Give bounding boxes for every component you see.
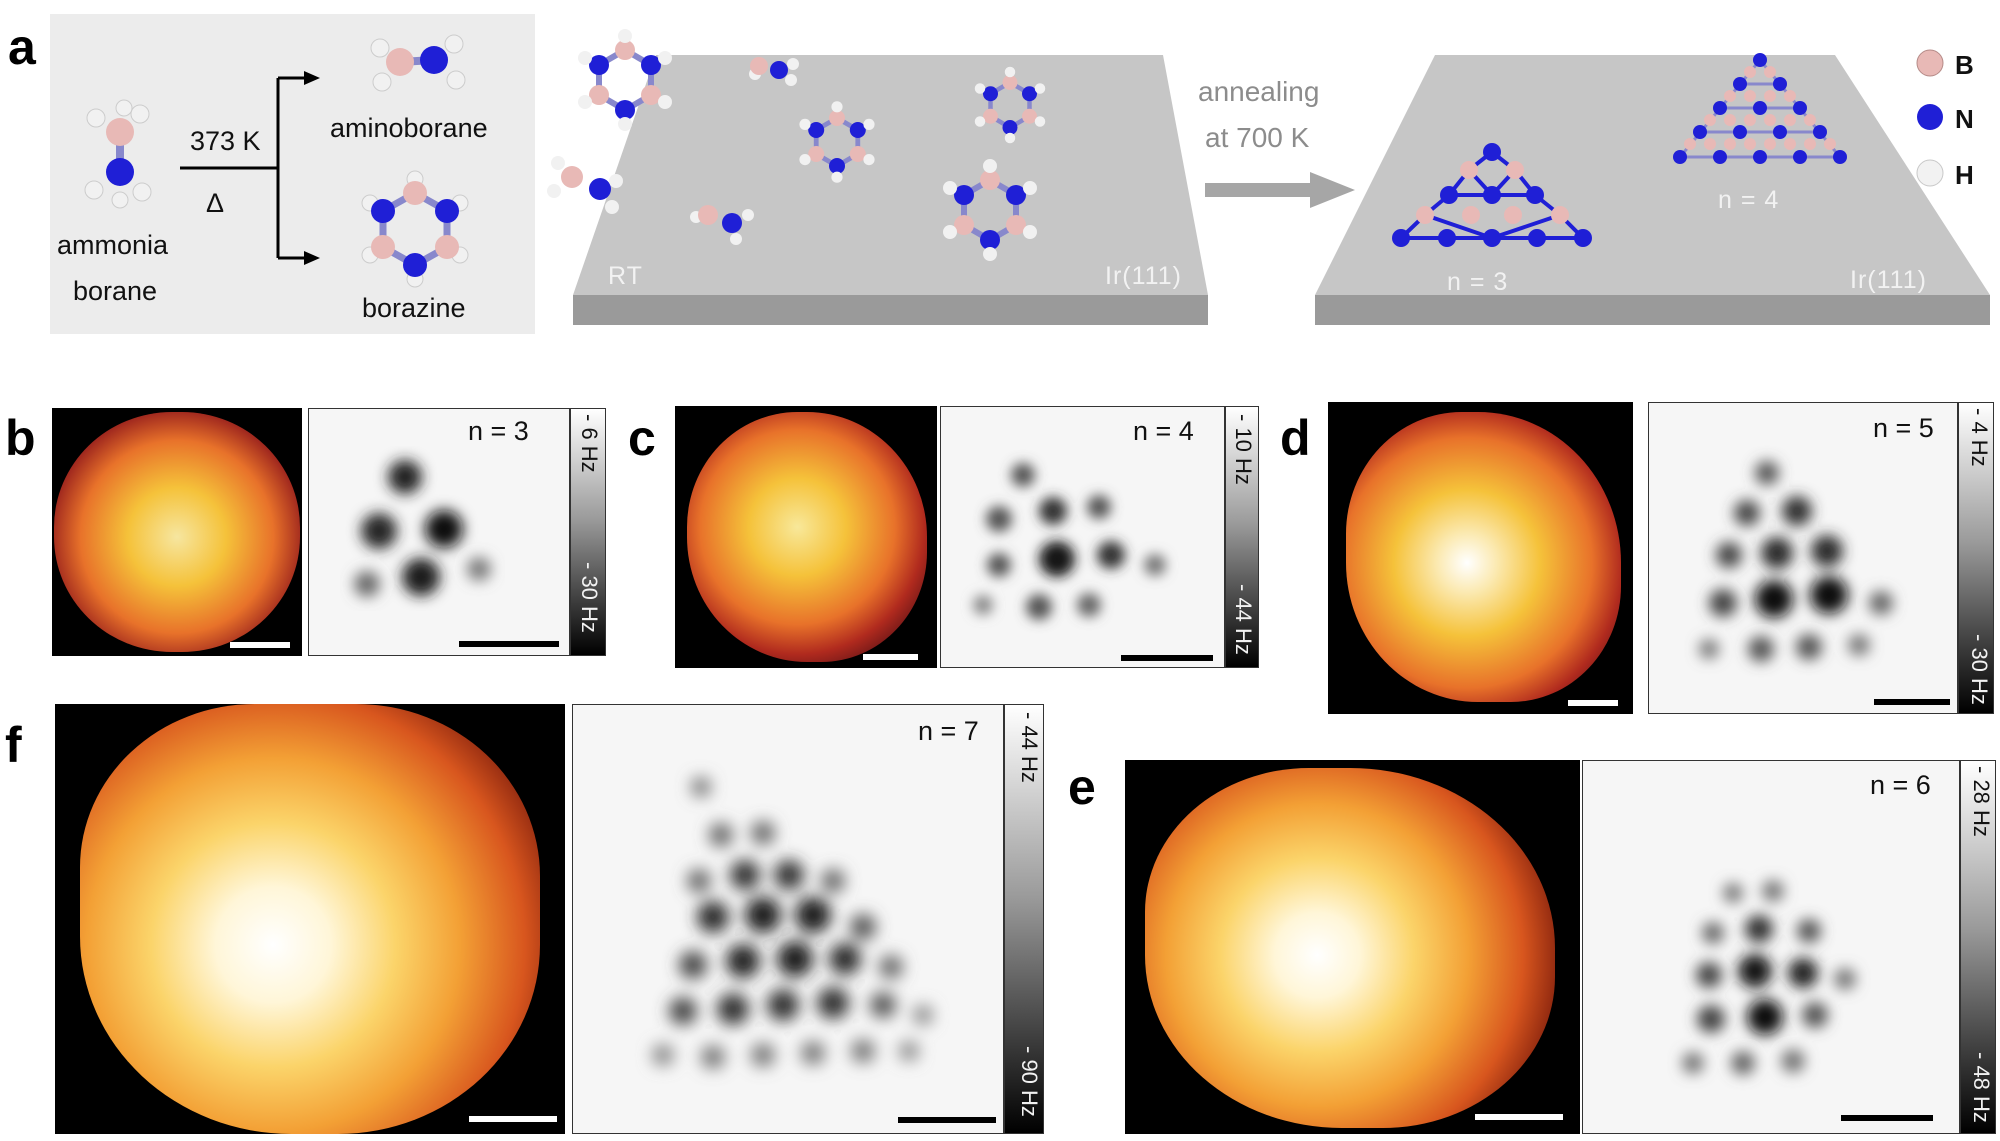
heat-symbol: Δ (206, 188, 225, 218)
panel-f-afm-image (572, 704, 1004, 1134)
panel-b-afm-image (308, 408, 570, 656)
panel-b-colorbar-top: - 6 Hz (577, 414, 602, 473)
aminoborane-molecule (370, 34, 466, 92)
panel-e-colorbar (1960, 760, 1996, 1134)
panel-c-colorbar-bottom: - 44 Hz (1231, 584, 1256, 655)
panel-label-f: f (5, 717, 22, 773)
reaction-arrow (180, 71, 320, 265)
product-top-name: aminoborane (330, 113, 488, 143)
panel-b-colorbar-bottom: - 30 Hz (577, 562, 602, 633)
slab-right-substrate-label: Ir(111) (1850, 266, 1927, 294)
product-bottom-name: borazine (362, 293, 466, 323)
panel-f-n-label: n = 7 (918, 716, 979, 746)
panel-label-e: e (1068, 759, 1096, 815)
ammonia-borane-molecule (84, 99, 152, 209)
cluster-n4-label: n = 4 (1718, 186, 1780, 214)
panel-e-stm-image (1125, 760, 1580, 1134)
panel-e-afm-image (1582, 760, 1960, 1134)
legend-atom-n-icon (1917, 104, 1943, 130)
panel-f-colorbar-bottom: - 90 Hz (1017, 1046, 1042, 1117)
legend-atom-b-icon (1916, 49, 1944, 77)
panel-d-n-label: n = 5 (1873, 413, 1934, 443)
panel-f-colorbar-top: - 44 Hz (1017, 712, 1042, 783)
slab-left-corner-label: RT (608, 262, 643, 290)
panel-e-n-label: n = 6 (1870, 770, 1931, 800)
reaction-temperature: 373 K (190, 126, 261, 156)
panel-d-stm-image (1328, 402, 1633, 714)
panel-e-colorbar-top: - 28 Hz (1969, 766, 1994, 837)
borazine-molecule (361, 170, 469, 288)
reactant-name-line1: ammonia (57, 230, 169, 260)
bn-cluster-n4 (1673, 53, 1847, 164)
panel-c-afm-image (940, 406, 1225, 668)
panel-label-c: c (628, 410, 656, 466)
panel-c-colorbar-top: - 10 Hz (1231, 414, 1256, 485)
slab-left-substrate-label: Ir(111) (1105, 262, 1182, 290)
adsorbed-molecules (547, 29, 1046, 261)
legend-atom-h-label: H (1955, 160, 1974, 190)
annealing-label-line1: annealing (1198, 76, 1320, 107)
annealing-label-line2: at 700 K (1205, 122, 1310, 153)
legend-atom-n-label: N (1955, 104, 1974, 134)
panel-d-colorbar-bottom: - 30 Hz (1967, 634, 1992, 705)
panel-b-colorbar (570, 408, 606, 656)
annealing-arrow (1205, 172, 1355, 208)
panel-d-colorbar (1958, 402, 1994, 714)
panel-c-stm-image (675, 406, 937, 668)
panel-c-n-label: n = 4 (1133, 416, 1194, 446)
panel-d-colorbar-top: - 4 Hz (1967, 408, 1992, 467)
cluster-n3-label: n = 3 (1447, 268, 1509, 296)
legend-atom-h-icon (1916, 159, 1944, 187)
panel-b-n-label: n = 3 (468, 416, 529, 446)
reactant-name-line2: borane (73, 276, 158, 306)
panel-e-colorbar-bottom: - 48 Hz (1969, 1052, 1994, 1123)
panel-label-d: d (1280, 410, 1311, 466)
panel-f-colorbar (1004, 704, 1044, 1134)
panel-f-stm-image (55, 704, 565, 1134)
panel-label-b: b (5, 410, 36, 466)
bn-cluster-n3 (1392, 143, 1592, 247)
legend-atom-b-label: B (1955, 50, 1974, 80)
panel-c-colorbar (1225, 406, 1259, 668)
panel-b-stm-image (52, 408, 302, 656)
panel-label-a: a (8, 19, 36, 75)
panel-d-afm-image (1648, 402, 1958, 714)
